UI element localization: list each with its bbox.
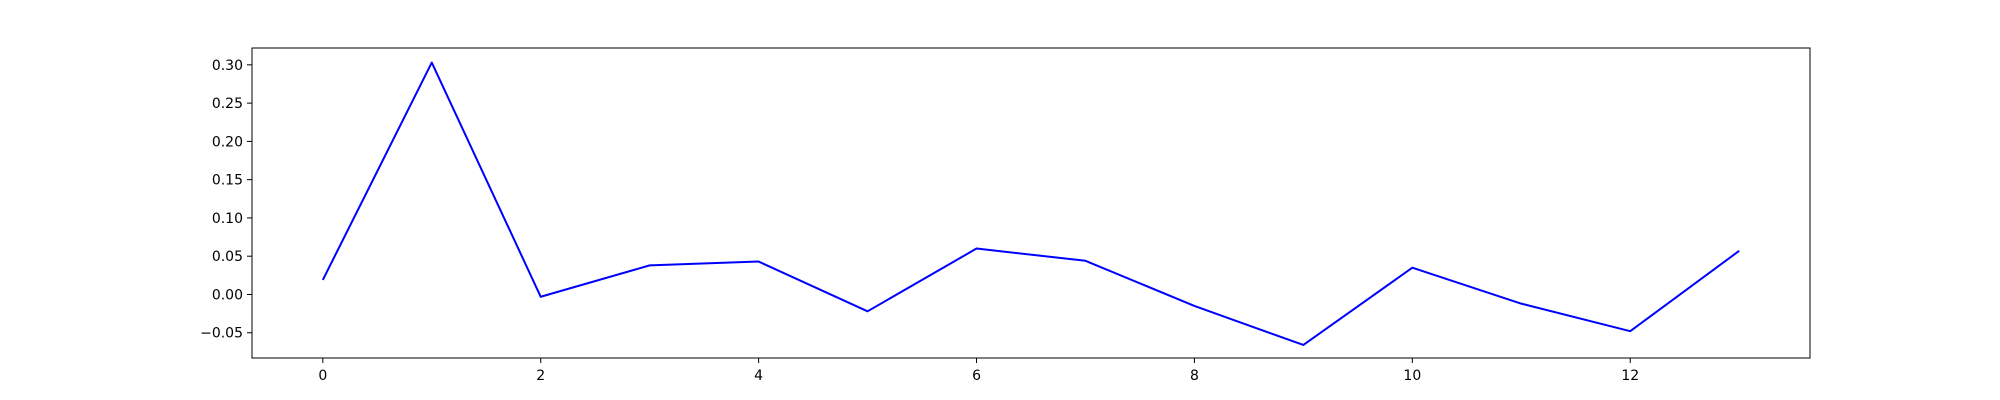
series-line: [321, 61, 1740, 346]
x-tick-label: 6: [972, 368, 981, 384]
x-tick-label: 8: [1190, 368, 1199, 384]
y-tick-label: 0.30: [212, 58, 243, 74]
x-tick-label: 12: [1621, 368, 1639, 384]
x-tick-label: 10: [1403, 368, 1421, 384]
x-tick-label: 2: [536, 368, 545, 384]
y-tick-label: 0.10: [212, 211, 243, 227]
series-layer: [321, 61, 1740, 346]
y-tick-label: 0.00: [212, 287, 243, 303]
y-tick-label: 0.25: [212, 96, 243, 112]
y-tick-label: 0.20: [212, 134, 243, 150]
x-tick-label: 4: [754, 368, 763, 384]
x-tick-label: 0: [318, 368, 327, 384]
y-tick-label: 0.05: [212, 249, 243, 265]
y-axis: −0.05 0.00 0.05 0.10 0.15 0.20 0.25 0.30: [200, 58, 252, 342]
plot-frame: [251, 47, 1811, 359]
y-tick-label: 0.15: [212, 173, 243, 189]
y-tick-label: −0.05: [200, 326, 243, 342]
x-axis: 0 2 4 6 8 10 12: [318, 358, 1639, 384]
